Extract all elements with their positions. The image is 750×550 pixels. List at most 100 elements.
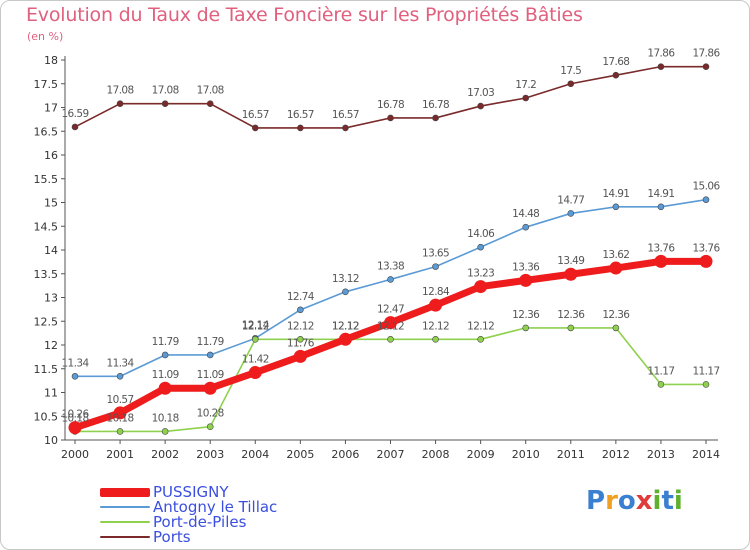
data-label-ports: 17.03 — [467, 87, 494, 99]
data-label-ports: 17.08 — [197, 85, 224, 97]
y-tick-label: 13.5 — [34, 268, 59, 281]
data-point-ports — [612, 71, 620, 79]
data-point-antogny — [522, 223, 530, 231]
data-point-antogny — [702, 196, 710, 203]
data-point-pussigny — [338, 332, 352, 346]
legend-item-pussigny: PUSSIGNY — [100, 483, 229, 501]
legend-label-antogny: Antogny le Tillac — [153, 498, 278, 516]
data-point-pussigny — [564, 267, 578, 281]
data-label-port-de-piles: 11.17 — [647, 365, 674, 377]
data-point-ports — [477, 102, 484, 110]
y-tick-label: 14 — [44, 244, 58, 257]
x-tick-label: 2008 — [422, 448, 450, 461]
axes: 10 10.5 11 11.5 12 12.5 13 13.5 14 14.5 15 15.5 16 16… — [34, 54, 721, 461]
x-tick-label: 2000 — [61, 448, 89, 461]
data-label-antogny: 14.06 — [467, 228, 495, 240]
data-label-ports: 16.57 — [287, 109, 314, 121]
x-tick-label: 2002 — [151, 448, 179, 461]
legend-swatch-pussigny — [100, 487, 150, 497]
data-label-pussigny: 11.76 — [287, 337, 315, 349]
x-tick-label: 2010 — [512, 448, 540, 461]
legend-swatch-port-de-piles — [100, 521, 150, 523]
y-tick-label: 12.5 — [34, 315, 59, 328]
y-tick-label: 12 — [44, 339, 58, 352]
chart-title: Evolution du Taux de Taxe Foncière sur l… — [26, 4, 583, 26]
logo-letter: i — [652, 486, 662, 516]
data-point-ports — [206, 100, 214, 107]
data-label-port-de-piles: 12.12 — [377, 320, 404, 332]
data-point-antogny — [297, 306, 304, 314]
y-tick-label: 16.5 — [34, 125, 59, 138]
data-point-ports — [116, 100, 124, 107]
x-tick-label: 2013 — [647, 448, 675, 461]
data-point-pussigny — [429, 298, 443, 312]
legend-label-pussigny: PUSSIGNY — [153, 483, 229, 501]
data-point-antogny — [432, 263, 439, 270]
data-label-port-de-piles: 10.18 — [61, 412, 88, 424]
data-label-pussigny: 13.23 — [467, 268, 494, 280]
data-point-pussigny — [158, 381, 172, 395]
legend-label-port-de-piles: Port-de-Piles — [153, 513, 247, 531]
data-label-ports: 17.08 — [107, 85, 134, 97]
x-tick-label: 2005 — [286, 448, 314, 461]
logo-letter: r — [605, 486, 618, 516]
data-label-pussigny: 13.76 — [692, 242, 720, 254]
logo-letter: P — [586, 486, 606, 516]
data-label-ports: 16.78 — [422, 99, 449, 111]
data-point-antogny — [657, 203, 665, 211]
data-label-pussigny: 13.76 — [647, 242, 675, 254]
y-tick-label: 16 — [44, 149, 58, 162]
y-tick-label: 17.5 — [34, 78, 59, 91]
y-tick-label: 10 — [44, 434, 58, 447]
x-tick-label: 2012 — [602, 448, 630, 461]
logo-letter: i — [673, 486, 683, 516]
data-label-pussigny: 11.42 — [242, 354, 269, 366]
y-tick-label: 17 — [44, 102, 58, 115]
x-tick-label: 2001 — [106, 448, 134, 461]
data-point-ports — [71, 123, 79, 131]
data-point-antogny — [206, 351, 214, 359]
data-point-port-de-piles — [251, 335, 259, 343]
logo-letter: o — [617, 486, 636, 516]
data-label-port-de-piles: 10.28 — [197, 408, 224, 420]
data-label-ports: 17.86 — [647, 48, 675, 60]
data-point-ports — [657, 63, 665, 70]
logo-letter: t — [661, 486, 674, 516]
data-point-antogny — [161, 351, 169, 359]
data-label-port-de-piles: 11.17 — [692, 365, 719, 377]
data-label-antogny: 11.34 — [61, 357, 89, 369]
x-tick-label: 2003 — [196, 448, 224, 461]
data-label-port-de-piles: 12.12 — [332, 320, 359, 332]
data-point-pussigny — [699, 254, 713, 268]
legend-item-ports: Ports — [100, 528, 191, 546]
data-label-ports: 17.68 — [602, 56, 629, 68]
data-point-pussigny — [519, 273, 533, 287]
legend-item-antogny: Antogny le Tillac — [100, 498, 278, 516]
data-label-antogny: 13.65 — [422, 248, 449, 260]
data-label-ports: 17.2 — [515, 79, 536, 91]
data-label-pussigny: 13.49 — [557, 255, 584, 267]
data-label-pussigny: 12.84 — [422, 286, 450, 298]
data-label-port-de-piles: 12.12 — [422, 320, 449, 332]
legend-label-ports: Ports — [153, 528, 191, 546]
data-label-pussigny: 12.47 — [377, 304, 404, 316]
data-point-pussigny — [384, 316, 397, 330]
data-label-antogny: 14.91 — [647, 188, 674, 200]
data-label-antogny: 15.06 — [692, 181, 720, 193]
y-tick-label: 13 — [44, 292, 58, 305]
data-label-ports: 17.08 — [152, 85, 179, 97]
data-label-antogny: 11.79 — [197, 336, 224, 348]
series-layer — [68, 63, 713, 435]
y-tick-label: 11 — [44, 387, 58, 400]
legend-item-port-de-piles: Port-de-Piles — [100, 513, 247, 531]
x-tick-label: 2011 — [557, 448, 585, 461]
data-point-antogny — [116, 373, 124, 380]
data-label-pussigny: 13.36 — [512, 261, 540, 273]
x-tick-label: 2014 — [692, 448, 720, 461]
data-point-port-de-piles — [432, 335, 439, 343]
data-label-ports: 16.57 — [332, 109, 359, 121]
data-label-antogny: 11.79 — [152, 336, 179, 348]
legend-swatch-antogny — [100, 506, 150, 508]
data-point-pussigny — [248, 366, 262, 380]
data-label-pussigny: 11.09 — [197, 369, 224, 381]
